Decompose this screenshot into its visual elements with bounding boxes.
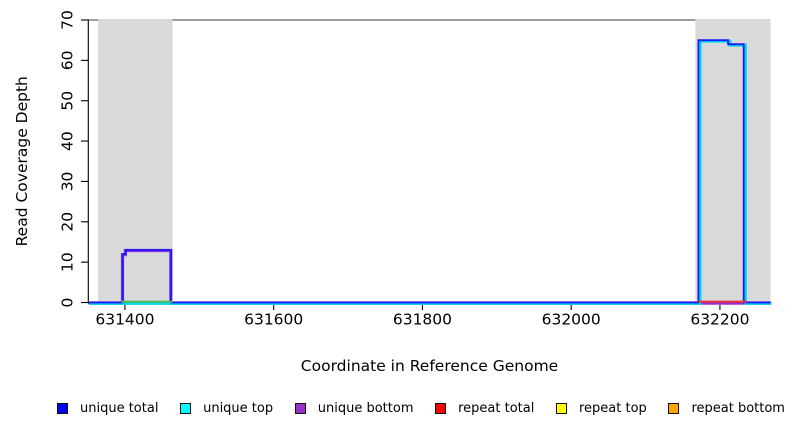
legend-label-repeat-total: repeat total xyxy=(458,400,535,416)
series-unique-bottom xyxy=(89,248,771,305)
x-tick-label: 631800 xyxy=(393,311,452,329)
y-tick-label: 70 xyxy=(59,10,77,30)
legend-label-unique-total: unique total xyxy=(80,400,159,416)
legend: unique total unique top unique bottom repea… xyxy=(57,399,785,417)
y-tick-label: 60 xyxy=(59,50,77,70)
legend-label-repeat-top: repeat top xyxy=(579,400,647,416)
y-tick-label: 30 xyxy=(59,172,77,192)
x-tick-label: 632200 xyxy=(690,311,749,329)
legend-swatch-repeat-bottom xyxy=(668,402,680,414)
repeat-region-left xyxy=(98,19,173,304)
legend-item-repeat-bottom: repeat bottom xyxy=(668,401,785,416)
legend-swatch-unique-top xyxy=(180,402,192,414)
repeat-region-right xyxy=(695,19,771,304)
legend-item-unique-total: unique total xyxy=(57,401,158,416)
y-tick-label: 40 xyxy=(59,131,77,151)
legend-label-unique-top: unique top xyxy=(203,400,274,416)
legend-swatch-unique-bottom xyxy=(294,402,306,414)
y-axis-title: Read Coverage Depth xyxy=(13,76,31,246)
x-tick-label: 631400 xyxy=(95,311,154,329)
series-unique-total xyxy=(88,39,771,304)
y-tick-label: 0 xyxy=(59,298,77,308)
legend-swatch-repeat-top xyxy=(556,402,567,414)
y-tick-label: 50 xyxy=(59,91,77,111)
legend-swatch-unique-total xyxy=(57,402,68,414)
legend-item-repeat-total: repeat total xyxy=(435,401,534,416)
x-axis-title: Coordinate in Reference Genome xyxy=(301,357,558,375)
x-tick-label: 631600 xyxy=(244,311,303,329)
y-tick-label: 20 xyxy=(59,212,77,232)
legend-label-repeat-bottom: repeat bottom xyxy=(691,400,785,416)
legend-item-unique-bottom: unique bottom xyxy=(294,400,414,416)
legend-item-unique-top: unique top xyxy=(180,401,273,416)
legend-item-repeat-top: repeat top xyxy=(556,401,647,416)
legend-swatch-repeat-total xyxy=(435,402,447,414)
legend-label-unique-bottom: unique bottom xyxy=(317,400,414,416)
series-unique-top xyxy=(89,39,772,305)
y-tick-label: 10 xyxy=(59,252,77,272)
x-tick-label: 632000 xyxy=(542,311,601,329)
